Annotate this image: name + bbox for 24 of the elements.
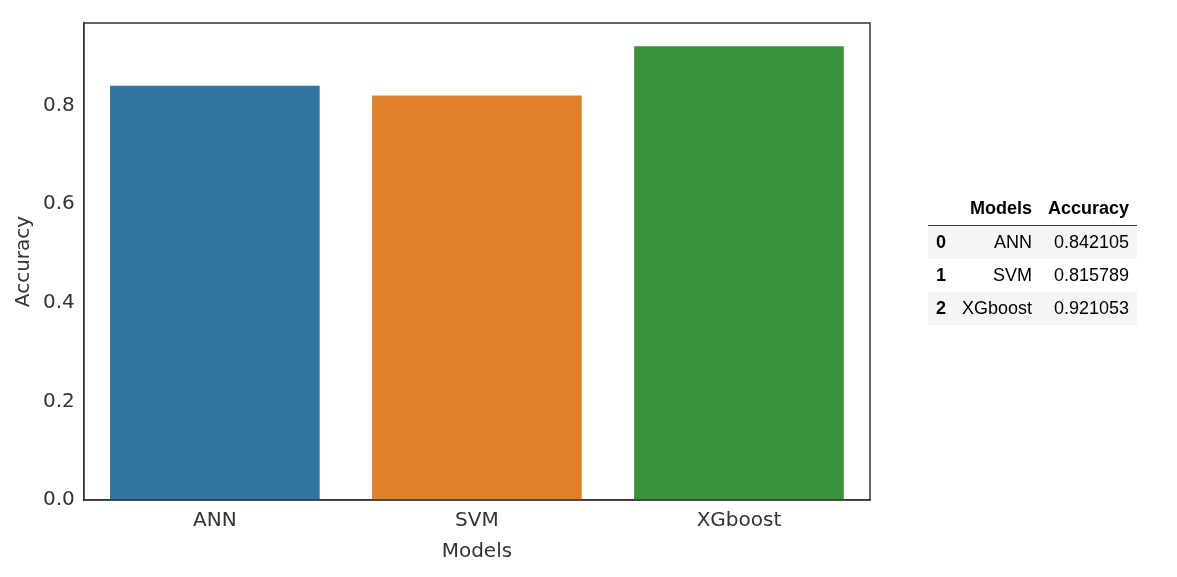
bar — [110, 85, 320, 500]
y-tick-label: 0.4 — [42, 288, 75, 313]
text: 0.842105 — [1053, 230, 1131, 254]
bar — [372, 95, 582, 500]
text: ANN — [993, 230, 1034, 254]
x-tick-label: ANN — [193, 507, 237, 532]
text: 0.921053 — [1053, 296, 1131, 320]
x-tick-label: XGboost — [696, 507, 782, 532]
y-tick-label: 0.6 — [42, 190, 75, 215]
x-tick-label: SVM — [455, 507, 499, 532]
text: 2 — [935, 296, 947, 320]
y-tick-label: 0.0 — [42, 486, 75, 511]
y-tick-label: 0.8 — [42, 91, 75, 116]
bar — [634, 46, 844, 500]
text: 0 — [935, 230, 947, 254]
text: XGboost — [961, 296, 1034, 320]
text: 0.815789 — [1053, 263, 1131, 287]
text: Models — [969, 196, 1034, 220]
y-axis-title: Accuracy — [10, 215, 35, 308]
text: SVM — [992, 263, 1034, 287]
y-tick-label: 0.2 — [42, 387, 75, 412]
x-axis-title: Models — [441, 538, 513, 563]
text: 1 — [935, 263, 947, 287]
text: Accuracy — [1047, 196, 1131, 220]
